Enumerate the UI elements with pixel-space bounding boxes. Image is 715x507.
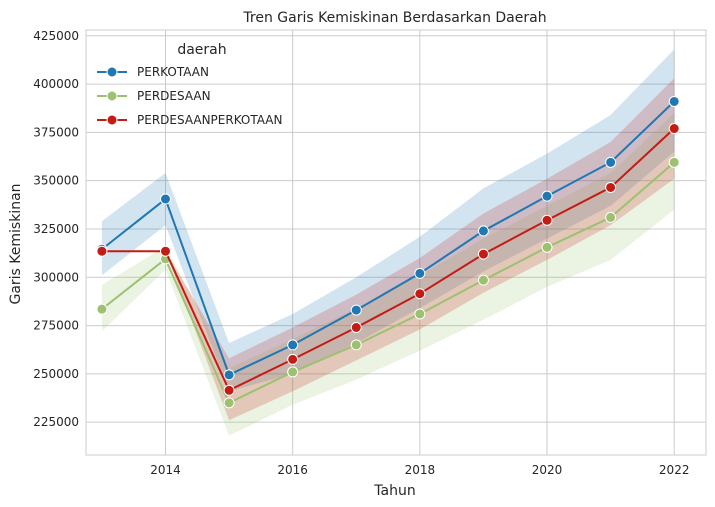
data-point-perkotaan xyxy=(605,156,617,168)
x-tick-label: 2016 xyxy=(277,463,308,477)
data-point-perdesaanperkotaan xyxy=(159,245,171,257)
series-line-perdesaan xyxy=(101,161,675,405)
data-point-perdesaanperkotaan xyxy=(350,322,362,333)
confidence-band-perdesaan xyxy=(101,113,675,436)
x-tick-label: 2020 xyxy=(532,463,563,477)
data-point-perdesaanperkotaan xyxy=(541,214,553,226)
y-axis-title: Garis Kemiskinan xyxy=(8,183,24,304)
y-tick-label: 325000 xyxy=(33,222,79,236)
series-line-perkotaan xyxy=(101,100,675,377)
plot-frame xyxy=(85,29,707,456)
y-tick-label: 225000 xyxy=(33,415,79,429)
legend-label: PERKOTAAN xyxy=(137,65,209,79)
confidence-band-perkotaan xyxy=(101,49,675,392)
data-point-perkotaan xyxy=(477,225,489,237)
x-axis-title: Tahun xyxy=(373,483,415,499)
data-point-perkotaan xyxy=(287,339,299,351)
x-tick-label: 2022 xyxy=(659,463,690,477)
data-point-perdesaanperkotaan xyxy=(96,245,108,257)
chart-title: Tren Garis Kemiskinan Berdasarkan Daerah xyxy=(242,10,546,26)
data-point-perdesaanperkotaan xyxy=(668,123,680,135)
y-tick-label: 425000 xyxy=(33,29,79,43)
data-point-perdesaanperkotaan xyxy=(605,181,617,193)
legend-marker xyxy=(106,90,118,102)
y-tick-label: 350000 xyxy=(33,174,79,188)
data-point-perdesaan xyxy=(96,303,108,315)
y-tick-label: 375000 xyxy=(33,125,79,139)
legend-marker xyxy=(106,114,118,126)
data-point-perkotaan xyxy=(350,304,362,316)
data-point-perkotaan xyxy=(668,95,680,107)
confidence-band-perdesaanperkotaan xyxy=(101,78,675,421)
legend-label: PERDESAANPERKOTAAN xyxy=(137,113,283,127)
data-point-perdesaan xyxy=(605,211,617,223)
data-point-perdesaanperkotaan xyxy=(477,248,489,260)
data-point-perdesaan xyxy=(541,241,553,253)
data-point-perkotaan xyxy=(159,193,171,205)
plot-area: 2014 2016 2018 2020 2022 225000 250000 275000 30… xyxy=(33,29,707,477)
legend-marker xyxy=(106,66,118,78)
y-tick-label: 300000 xyxy=(33,270,79,284)
data-point-perdesaanperkotaan xyxy=(223,384,235,396)
y-tick-label: 250000 xyxy=(33,367,79,381)
data-point-perkotaan xyxy=(541,190,553,202)
data-point-perdesaan xyxy=(477,274,489,286)
y-tick-label: 400000 xyxy=(33,77,79,91)
data-point-perdesaan xyxy=(287,366,299,378)
data-point-perdesaan xyxy=(223,397,235,409)
data-point-perkotaan xyxy=(223,369,235,381)
series-line-perdesaanperkotaan xyxy=(101,127,675,392)
data-point-perdesaanperkotaan xyxy=(414,288,426,300)
data-point-perdesaan xyxy=(668,156,680,168)
y-tick-label: 275000 xyxy=(33,319,79,333)
legend-label: PERDESAAN xyxy=(137,89,211,103)
data-point-perdesaan xyxy=(350,339,362,351)
legend: daerah PERKOTAAN PERDESAAN PERDESAANPERKOTA… xyxy=(97,42,283,127)
x-tick-label: 2014 xyxy=(150,463,181,477)
data-point-perkotaan xyxy=(414,267,426,279)
x-tick-label: 2018 xyxy=(405,463,436,477)
data-point-perdesaan xyxy=(414,308,426,320)
legend-title: daerah xyxy=(177,42,226,58)
data-point-perdesaanperkotaan xyxy=(287,353,299,365)
